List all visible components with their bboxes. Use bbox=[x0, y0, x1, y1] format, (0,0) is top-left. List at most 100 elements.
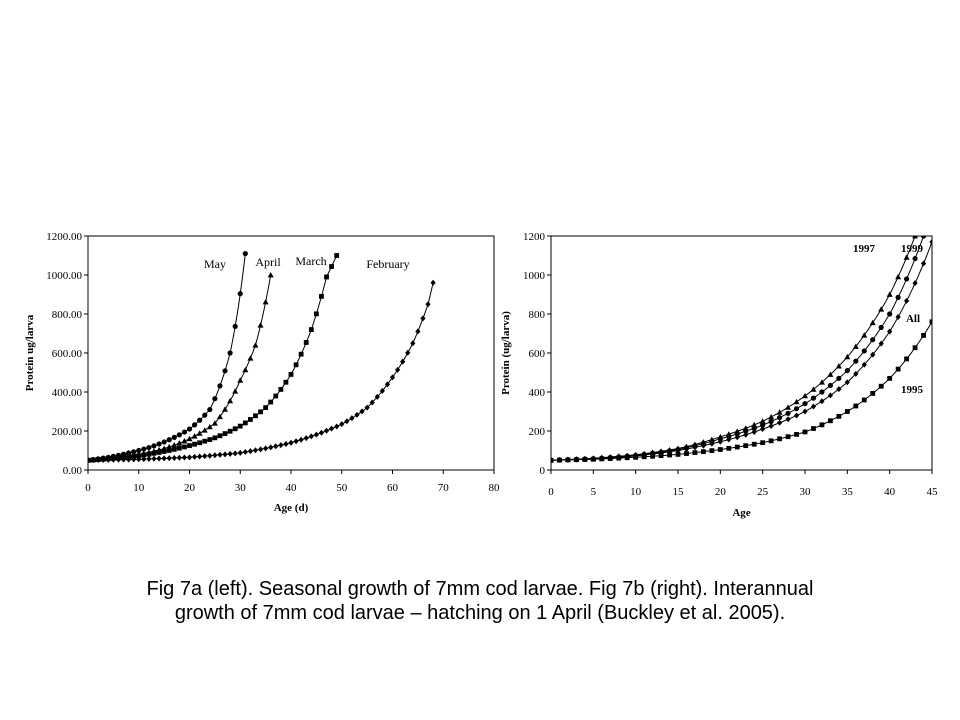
data-point-may bbox=[191, 422, 198, 428]
data-point-1997 bbox=[818, 379, 825, 385]
data-point-1995 bbox=[650, 453, 655, 459]
data-point-1995 bbox=[802, 429, 808, 435]
y-tick-label: 800.00 bbox=[52, 309, 83, 321]
data-point-1997 bbox=[878, 306, 885, 312]
x-tick-label: 60 bbox=[387, 482, 399, 494]
data-point-all bbox=[810, 403, 817, 410]
data-point-february bbox=[339, 421, 345, 428]
data-point-april bbox=[201, 427, 208, 433]
data-point-march bbox=[171, 446, 177, 452]
data-point-may bbox=[207, 406, 213, 413]
plot-frame bbox=[87, 235, 495, 471]
data-point-february bbox=[105, 456, 111, 463]
data-point-march bbox=[288, 372, 294, 377]
data-point-february bbox=[227, 450, 233, 457]
y-tick-label: 1200 bbox=[523, 231, 546, 243]
data-point-april bbox=[206, 423, 213, 430]
data-point-february bbox=[202, 453, 208, 460]
data-point-february bbox=[191, 453, 198, 460]
data-point-1995 bbox=[895, 366, 901, 372]
x-tick-label: 20 bbox=[184, 482, 196, 494]
data-point-april bbox=[257, 322, 264, 328]
series-label-may: May bbox=[204, 257, 226, 271]
data-point-1999 bbox=[785, 410, 791, 416]
data-point-march bbox=[278, 387, 284, 392]
data-point-1997 bbox=[852, 343, 859, 349]
data-point-may bbox=[232, 323, 238, 329]
data-point-april bbox=[216, 413, 223, 420]
x-tick-label: 45 bbox=[927, 486, 939, 498]
data-point-1995 bbox=[811, 426, 816, 431]
data-point-march bbox=[313, 311, 319, 317]
data-point-1995 bbox=[641, 454, 647, 460]
data-point-april bbox=[176, 440, 183, 446]
data-point-1995 bbox=[870, 391, 876, 396]
data-point-february bbox=[415, 328, 421, 335]
data-point-april bbox=[166, 443, 173, 450]
data-point-1995 bbox=[582, 457, 588, 462]
data-point-1997 bbox=[802, 392, 808, 399]
data-point-april bbox=[247, 355, 254, 361]
data-point-february bbox=[410, 340, 416, 347]
data-point-may bbox=[151, 443, 157, 449]
data-point-march bbox=[136, 453, 142, 459]
data-point-all bbox=[929, 238, 932, 245]
data-point-february bbox=[136, 456, 142, 463]
data-point-march bbox=[319, 293, 324, 299]
data-point-may bbox=[141, 446, 147, 452]
data-point-march bbox=[212, 435, 218, 441]
data-point-all bbox=[743, 431, 749, 438]
x-tick-label: 30 bbox=[800, 486, 812, 498]
figure-caption: Fig 7a (left). Seasonal growth of 7mm co… bbox=[40, 577, 920, 625]
data-point-all bbox=[878, 340, 884, 347]
series-march bbox=[88, 253, 340, 463]
data-point-february bbox=[288, 439, 294, 446]
data-point-may bbox=[136, 447, 142, 454]
data-point-1995 bbox=[785, 434, 791, 440]
data-point-1995 bbox=[557, 457, 562, 463]
data-point-1995 bbox=[836, 413, 842, 419]
data-point-february bbox=[166, 455, 172, 462]
data-point-february bbox=[171, 454, 177, 461]
data-point-february bbox=[247, 448, 253, 455]
data-point-1997 bbox=[912, 236, 919, 239]
data-point-1995 bbox=[777, 436, 782, 442]
data-point-all bbox=[768, 423, 774, 430]
x-tick-label: 40 bbox=[286, 482, 298, 494]
data-point-march bbox=[232, 426, 238, 432]
data-point-february bbox=[405, 349, 411, 356]
data-point-february bbox=[308, 433, 314, 440]
data-point-1995 bbox=[760, 440, 766, 446]
data-point-1995 bbox=[565, 457, 571, 463]
data-point-1999 bbox=[793, 406, 800, 412]
data-point-1995 bbox=[853, 403, 859, 409]
data-point-may bbox=[146, 444, 152, 451]
data-point-february bbox=[88, 457, 91, 464]
data-point-all bbox=[751, 428, 757, 435]
data-point-1995 bbox=[675, 452, 681, 457]
data-point-all bbox=[717, 438, 723, 445]
data-point-february bbox=[217, 451, 223, 458]
data-point-1999 bbox=[920, 236, 927, 239]
x-tick-label: 40 bbox=[884, 486, 896, 498]
data-point-all bbox=[912, 280, 918, 287]
data-point-1999 bbox=[870, 337, 876, 343]
data-point-all bbox=[802, 408, 808, 415]
data-point-march bbox=[217, 433, 223, 439]
data-point-march bbox=[248, 417, 253, 422]
data-point-may bbox=[161, 439, 167, 445]
data-point-all bbox=[785, 416, 791, 423]
data-point-march bbox=[141, 452, 147, 458]
data-point-all bbox=[861, 361, 867, 368]
chart-2: 0 200 400 600 800 1000 1200 0 5 10 15 20 25 30 35 40 45 A… bbox=[500, 231, 938, 519]
data-point-february bbox=[176, 454, 182, 461]
data-point-february bbox=[364, 404, 370, 411]
data-point-1995 bbox=[912, 345, 918, 351]
data-point-1999 bbox=[904, 276, 910, 282]
data-point-1999 bbox=[726, 433, 732, 440]
data-point-march bbox=[263, 405, 269, 410]
series-february bbox=[88, 279, 436, 464]
data-point-1995 bbox=[709, 448, 715, 454]
data-point-1995 bbox=[751, 441, 757, 447]
